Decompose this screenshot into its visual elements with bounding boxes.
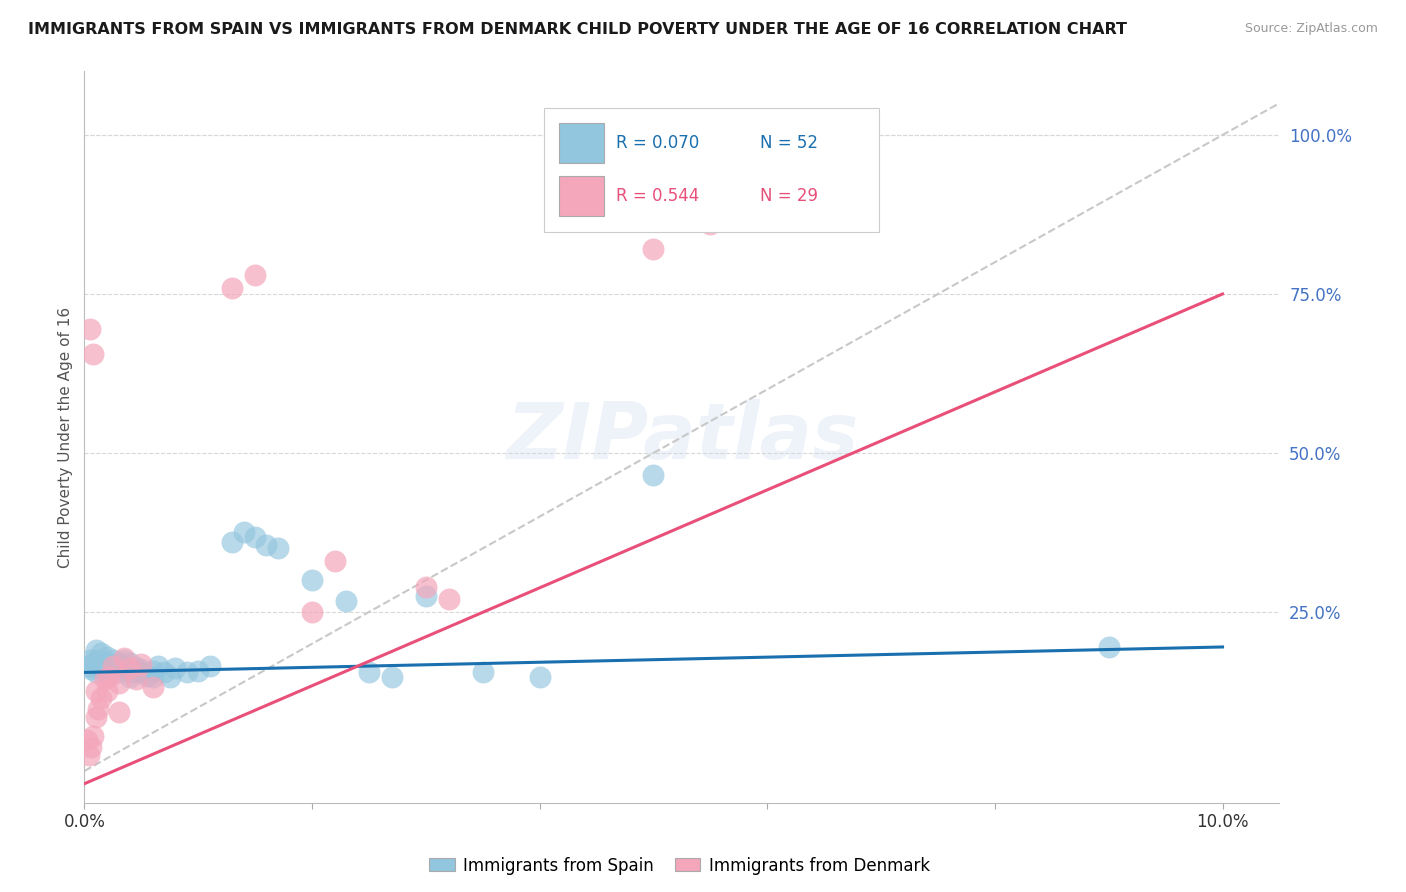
Point xyxy=(165,661,187,675)
Point xyxy=(94,672,117,686)
Point xyxy=(187,664,209,678)
Point xyxy=(98,670,121,684)
Point xyxy=(90,646,112,660)
Point xyxy=(96,684,118,698)
Point xyxy=(124,661,146,675)
Point xyxy=(84,643,107,657)
Point xyxy=(142,680,165,694)
Point xyxy=(87,701,110,715)
Point xyxy=(112,650,135,665)
Point xyxy=(89,659,111,673)
Point xyxy=(93,656,115,670)
Point xyxy=(232,525,254,540)
Point xyxy=(79,322,101,336)
Point xyxy=(98,661,121,675)
Bar xyxy=(558,122,605,163)
Point xyxy=(118,656,141,670)
Point xyxy=(529,670,551,684)
Point xyxy=(76,733,98,747)
Point xyxy=(323,554,346,568)
Point xyxy=(129,665,152,680)
Point xyxy=(87,653,110,667)
Point xyxy=(84,684,107,698)
Text: IMMIGRANTS FROM SPAIN VS IMMIGRANTS FROM DENMARK CHILD POVERTY UNDER THE AGE OF : IMMIGRANTS FROM SPAIN VS IMMIGRANTS FROM… xyxy=(28,22,1128,37)
Point xyxy=(136,668,159,682)
Point xyxy=(301,573,323,587)
Point xyxy=(90,662,112,676)
Text: R = 0.070: R = 0.070 xyxy=(616,134,699,152)
Point xyxy=(107,656,129,670)
Point xyxy=(96,665,118,680)
Point xyxy=(107,676,129,690)
Point xyxy=(101,659,124,673)
Point xyxy=(221,280,243,294)
Point xyxy=(129,662,152,676)
Point xyxy=(335,593,357,607)
Point xyxy=(124,672,146,686)
Point xyxy=(94,659,117,673)
Point xyxy=(142,670,165,684)
Point xyxy=(699,217,721,231)
Y-axis label: Child Poverty Under the Age of 16: Child Poverty Under the Age of 16 xyxy=(58,307,73,567)
Point xyxy=(90,690,112,705)
Point xyxy=(415,580,437,594)
Point xyxy=(121,665,143,680)
Legend: Immigrants from Spain, Immigrants from Denmark: Immigrants from Spain, Immigrants from D… xyxy=(433,857,931,875)
Point xyxy=(643,468,665,483)
Point xyxy=(76,659,98,673)
Point xyxy=(437,592,460,607)
Point xyxy=(159,670,181,684)
Point xyxy=(100,657,122,672)
Text: R = 0.544: R = 0.544 xyxy=(616,186,699,204)
Point xyxy=(84,710,107,724)
Point xyxy=(101,653,124,667)
Text: Source: ZipAtlas.com: Source: ZipAtlas.com xyxy=(1244,22,1378,36)
Point xyxy=(148,659,170,673)
Point xyxy=(256,538,278,552)
Point xyxy=(243,268,266,282)
Point xyxy=(643,243,665,257)
Point xyxy=(82,656,104,670)
Point xyxy=(415,589,437,603)
Point xyxy=(96,649,118,664)
Point xyxy=(82,729,104,743)
Point xyxy=(107,706,129,720)
Point xyxy=(80,739,103,754)
Point xyxy=(129,657,152,672)
Point xyxy=(267,541,290,556)
Text: ZIPatlas: ZIPatlas xyxy=(506,399,858,475)
Point xyxy=(110,659,132,673)
Point xyxy=(301,605,323,619)
Point xyxy=(153,665,176,680)
Point xyxy=(107,665,129,680)
Point xyxy=(221,535,243,549)
FancyBboxPatch shape xyxy=(544,108,879,232)
Point xyxy=(80,662,103,676)
Point xyxy=(1098,640,1121,654)
Point xyxy=(243,530,266,544)
Point xyxy=(198,659,221,673)
Bar xyxy=(558,176,605,216)
Point xyxy=(118,661,141,675)
Point xyxy=(79,653,101,667)
Point xyxy=(176,665,198,680)
Point xyxy=(357,665,380,680)
Point xyxy=(471,665,494,680)
Text: N = 52: N = 52 xyxy=(759,134,818,152)
Point xyxy=(381,670,404,684)
Text: N = 29: N = 29 xyxy=(759,186,818,204)
Point xyxy=(82,347,104,361)
Point xyxy=(77,748,100,763)
Point xyxy=(112,653,135,667)
Point xyxy=(84,665,107,680)
Point xyxy=(118,670,141,684)
Point xyxy=(142,664,165,678)
